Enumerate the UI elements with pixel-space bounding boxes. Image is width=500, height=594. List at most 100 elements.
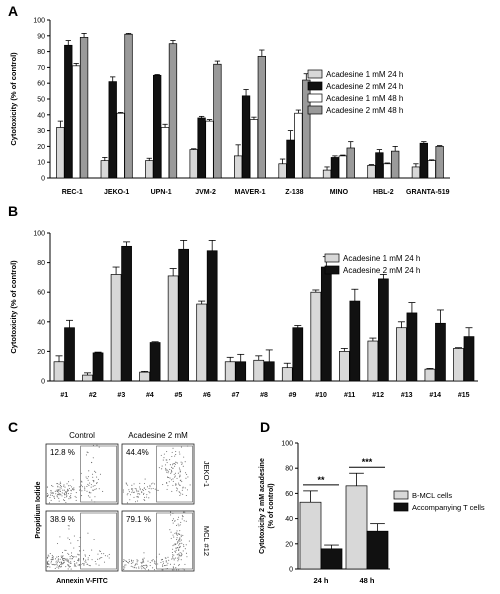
scatter-dot [138, 493, 140, 495]
scatter-dot [177, 546, 179, 549]
scatter-dot [143, 487, 146, 489]
scatter-dot [59, 481, 61, 483]
scatter-dot [90, 486, 92, 488]
scatter-dot [83, 549, 85, 551]
scatter-dot [56, 483, 58, 485]
scatter-dot [98, 564, 100, 566]
scatter-dot [151, 560, 153, 562]
scatter-dot [175, 567, 177, 569]
row-label: MCL #12 [202, 526, 211, 556]
scatter-dot [171, 558, 173, 560]
scatter-dot [163, 453, 165, 455]
scatter-dot [56, 495, 58, 497]
scatter-dot [164, 557, 167, 559]
scatter-dot [97, 558, 99, 560]
scatter-dot [179, 475, 181, 477]
scatter-dot [67, 568, 69, 570]
scatter-dot [69, 558, 71, 560]
scatter-dot [95, 488, 97, 490]
scatter-dot [179, 453, 181, 455]
scatter-dot [169, 477, 171, 479]
scatter-dot [184, 511, 186, 513]
scatter-dot [175, 551, 177, 553]
scatter-dot [136, 496, 138, 498]
scatter-dot [163, 565, 166, 567]
scatter-dot [183, 520, 185, 522]
quadrant-percentage: 79.1 % [126, 515, 151, 524]
scatter-dot [176, 462, 179, 464]
scatter-dot [85, 454, 87, 456]
scatter-dot [66, 496, 68, 498]
scatter-dot [94, 470, 96, 472]
scatter-dot [48, 555, 50, 557]
scatter-dot [177, 541, 179, 543]
x-category-label: #8 [260, 392, 268, 399]
scatter-dot [182, 487, 184, 489]
scatter-dot [145, 488, 147, 491]
scatter-dot [58, 564, 60, 566]
scatter-dot [93, 538, 95, 541]
scatter-dot [162, 562, 165, 564]
bar [253, 359, 265, 382]
scatter-dot [128, 562, 130, 564]
scatter-dot [162, 569, 164, 571]
x-category-label: #9 [289, 392, 297, 399]
scatter-dot [178, 540, 180, 542]
scatter-dot [67, 560, 69, 563]
x-category-label: Z-138 [285, 189, 303, 196]
scatter-dot [148, 487, 150, 490]
scatter-dot [69, 556, 71, 558]
scatter-dot [68, 559, 70, 561]
scatter-dot [151, 483, 153, 485]
scatter-dot [180, 446, 183, 448]
scatter-dot [73, 565, 75, 567]
scatter-dot [153, 483, 156, 485]
scatter-dot [62, 555, 64, 557]
scatter-dot [152, 482, 154, 484]
scatter-dot [137, 560, 139, 562]
scatter-dot [60, 494, 62, 496]
scatter-dot [97, 478, 99, 480]
scatter-dot [57, 556, 60, 558]
scatter-dot [179, 471, 181, 473]
bar [435, 322, 446, 382]
scatter-dot [66, 483, 68, 485]
legend-label: Acadesine 1 mM 24 h [343, 254, 420, 263]
scatter-dot [78, 558, 80, 560]
scatter-dot [165, 467, 167, 469]
scatter-dot [73, 487, 75, 489]
scatter-dot [174, 475, 176, 477]
scatter-dot [139, 488, 141, 490]
scatter-dot [59, 490, 61, 492]
scatter-dot [60, 566, 62, 568]
scatter-dot [54, 567, 56, 570]
scatter-dot [185, 477, 187, 479]
y-axis-label: Cytotoxicity (% of control) [9, 52, 18, 146]
scatter-dot [153, 569, 155, 571]
scatter-dot [94, 496, 96, 498]
scatter-dot [66, 559, 68, 561]
bar [257, 55, 266, 179]
scatter-dot [176, 542, 178, 544]
scatter-dot [131, 560, 133, 562]
scatter-dot [59, 536, 61, 538]
scatter-dot [176, 488, 179, 490]
bar [108, 81, 117, 179]
scatter-dot [127, 484, 129, 486]
scatter-dot [125, 483, 127, 485]
scatter-dot [177, 472, 179, 474]
scatter-dot [103, 561, 106, 563]
bar [396, 327, 407, 382]
scatter-dot [180, 539, 182, 541]
scatter-dot [175, 462, 177, 464]
scatter-dot [87, 559, 89, 561]
scatter-dot [166, 459, 168, 461]
scatter-dot [164, 464, 167, 466]
x-category-label: #7 [232, 392, 240, 399]
bar [375, 152, 384, 179]
scatter-dot [167, 562, 169, 564]
scatter-dot [128, 489, 130, 491]
y-tick-label: 10 [37, 160, 45, 167]
scatter-dot [177, 523, 179, 525]
